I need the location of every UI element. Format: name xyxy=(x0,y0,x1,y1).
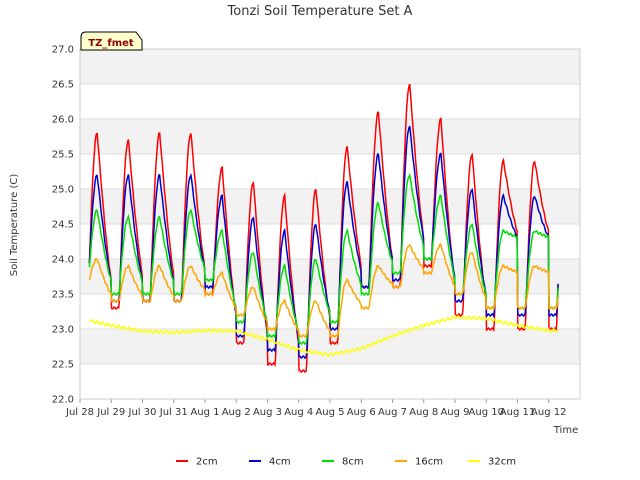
y-tick-label: 22.0 xyxy=(52,395,74,406)
y-tick-label: 26.5 xyxy=(52,80,74,91)
x-tick-label: Aug 11 xyxy=(500,407,535,418)
x-tick-label: Aug 3 xyxy=(253,407,282,418)
series-line-8cm xyxy=(88,172,559,345)
x-tick-label: Aug 6 xyxy=(347,407,376,418)
legend: 2cm 4cm 8cm 16cm 32cm xyxy=(176,457,516,468)
x-tick-label: Aug 10 xyxy=(469,407,504,418)
plot-band xyxy=(80,119,580,154)
y-tick-label: 24.5 xyxy=(52,220,74,231)
x-tick-label: Jul 29 xyxy=(96,407,125,418)
series-line-2cm xyxy=(88,83,559,373)
x-axis-title: Time xyxy=(553,425,578,436)
x-tick-label: Jul 30 xyxy=(128,407,157,418)
y-tick-label: 24.0 xyxy=(52,255,74,266)
x-tick-label: Aug 4 xyxy=(284,407,313,418)
chart-title: Tonzi Soil Temperature Set A xyxy=(227,4,413,19)
y-tick-label: 25.0 xyxy=(52,185,74,196)
legend-label-8cm: 8cm xyxy=(342,457,364,468)
plot-band xyxy=(80,49,580,84)
x-tick-label: Aug 2 xyxy=(222,407,251,418)
x-tick-label: Aug 5 xyxy=(315,407,344,418)
plot-frame xyxy=(79,48,581,400)
tz-badge: TZ_fmet xyxy=(80,31,143,51)
x-tick-label: Aug 12 xyxy=(531,407,566,418)
y-tick-label: 22.5 xyxy=(52,360,74,371)
y-tick-labels: 22.0 22.5 23.0 23.5 24.0 24.5 25.0 25.5 26.0 26.5… xyxy=(52,45,74,406)
x-tick-label: Aug 9 xyxy=(440,407,469,418)
series-line-16cm xyxy=(88,243,559,338)
series-lines xyxy=(88,83,559,373)
x-tick-label: Aug 1 xyxy=(190,407,219,418)
badge-label: TZ_fmet xyxy=(88,38,134,49)
y-tick-label: 23.5 xyxy=(52,290,74,301)
series-line-32cm xyxy=(88,315,559,357)
y-tick-label: 27.0 xyxy=(52,45,74,56)
legend-label-16cm: 16cm xyxy=(415,457,443,468)
x-tick-label: Jul 28 xyxy=(65,407,94,418)
x-tick-label: Aug 8 xyxy=(409,407,438,418)
legend-label-2cm: 2cm xyxy=(196,457,218,468)
legend-label-4cm: 4cm xyxy=(269,457,291,468)
y-tick-label: 26.0 xyxy=(52,115,74,126)
series-line-4cm xyxy=(88,125,559,359)
y-tick-label: 23.0 xyxy=(52,325,74,336)
y-tick-label: 25.5 xyxy=(52,150,74,161)
y-axis-title: Soil Temperature (C) xyxy=(9,174,20,277)
x-tick-label: Jul 31 xyxy=(159,407,188,418)
x-tick-label: Aug 7 xyxy=(378,407,407,418)
legend-label-32cm: 32cm xyxy=(488,457,516,468)
